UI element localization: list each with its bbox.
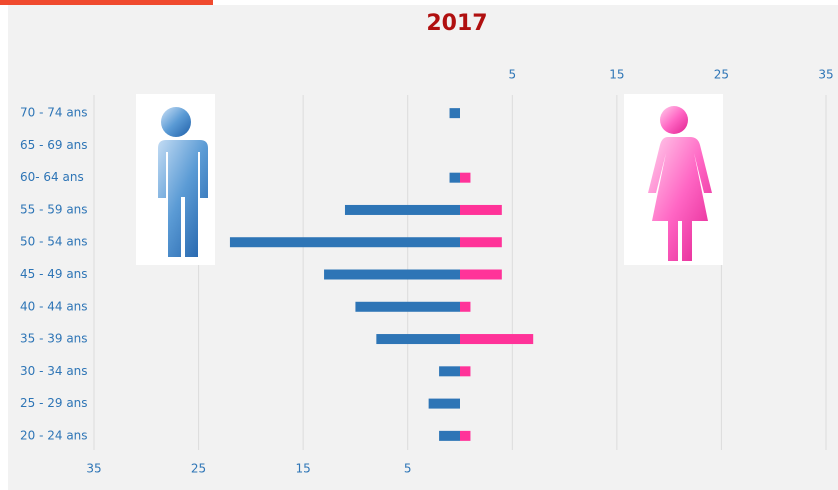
bar — [344, 204, 460, 215]
bar — [439, 430, 460, 441]
bar — [355, 301, 460, 312]
bar — [376, 334, 460, 345]
accent-bar — [0, 0, 213, 5]
woman-icon — [624, 94, 723, 265]
x-tick-label-bottom: 5 — [404, 462, 412, 476]
bar — [460, 301, 471, 312]
y-tick-label: 25 - 29 ans — [20, 396, 88, 410]
bar — [449, 172, 460, 183]
y-tick-label: 70 - 74 ans — [20, 106, 88, 120]
bar — [428, 398, 460, 409]
bar — [460, 269, 502, 280]
x-tick-label-top: 5 — [508, 68, 516, 82]
y-tick-label: 50 - 54 ans — [20, 235, 88, 249]
bar — [439, 366, 460, 377]
bar — [449, 108, 460, 119]
x-tick-label-bottom: 15 — [296, 462, 311, 476]
bar — [460, 172, 471, 183]
x-tick-label-top: 25 — [714, 68, 729, 82]
y-tick-label: 40 - 44 ans — [20, 299, 88, 313]
bar — [460, 430, 471, 441]
x-tick-label-top: 35 — [818, 68, 833, 82]
y-tick-label: 35 - 39 ans — [20, 332, 88, 346]
bar — [229, 237, 460, 248]
bar — [460, 366, 471, 377]
bar — [460, 334, 534, 345]
chart-title: 2017 — [426, 11, 487, 36]
x-tick-label-top: 15 — [609, 68, 624, 82]
x-tick-label-bottom: 25 — [191, 462, 206, 476]
y-tick-label: 45 - 49 ans — [20, 267, 88, 281]
y-tick-label: 65 - 69 ans — [20, 138, 88, 152]
y-tick-label: 20 - 24 ans — [20, 428, 88, 442]
y-tick-label: 30 - 34 ans — [20, 364, 88, 378]
bar — [460, 204, 502, 215]
y-tick-label: 60- 64 ans — [20, 170, 84, 184]
y-tick-label: 55 - 59 ans — [20, 202, 88, 216]
bar — [324, 269, 460, 280]
x-tick-label-bottom: 35 — [86, 462, 101, 476]
man-icon — [136, 94, 215, 265]
bar — [460, 237, 502, 248]
